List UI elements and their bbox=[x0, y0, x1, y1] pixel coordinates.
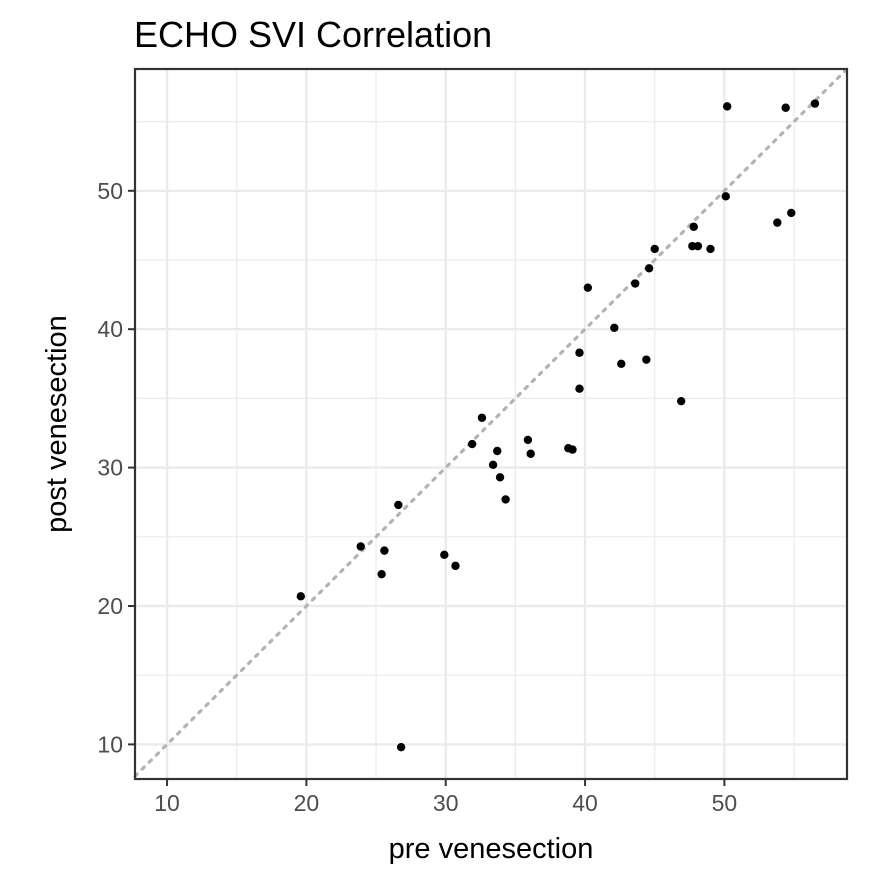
data-point bbox=[722, 102, 732, 111]
data-point bbox=[440, 550, 449, 559]
data-point bbox=[477, 413, 487, 422]
data-point bbox=[377, 569, 386, 579]
data-point bbox=[787, 208, 796, 218]
y-tick-label: 50 bbox=[97, 178, 123, 204]
x-tick-label: 10 bbox=[154, 790, 180, 816]
identity-reference-line bbox=[133, 67, 849, 778]
data-point bbox=[526, 449, 535, 458]
data-point bbox=[644, 264, 654, 273]
data-point bbox=[356, 542, 365, 551]
x-axis-ticks: 10 20 30 40 50 bbox=[154, 779, 737, 816]
y-axis-ticks: 10 20 30 40 50 bbox=[97, 178, 135, 757]
data-point bbox=[689, 222, 698, 231]
data-point bbox=[493, 446, 502, 456]
data-point bbox=[631, 279, 640, 288]
data-point bbox=[296, 592, 306, 601]
data-point bbox=[451, 561, 460, 571]
y-tick-label: 40 bbox=[97, 316, 123, 342]
chart-title: ECHO SVI Correlation bbox=[134, 14, 492, 55]
data-point bbox=[706, 244, 715, 254]
data-point bbox=[676, 396, 686, 406]
data-point bbox=[380, 546, 389, 555]
x-tick-label: 50 bbox=[712, 790, 738, 816]
data-point bbox=[394, 500, 403, 510]
data-point bbox=[721, 192, 730, 201]
data-points bbox=[296, 99, 820, 752]
y-tick-label: 30 bbox=[97, 455, 123, 481]
x-tick-label: 20 bbox=[294, 790, 320, 816]
major-grid bbox=[135, 69, 847, 779]
data-point bbox=[501, 495, 510, 504]
y-tick-label: 10 bbox=[97, 731, 123, 757]
data-point bbox=[488, 460, 498, 470]
data-point bbox=[617, 359, 626, 368]
x-axis-label: pre venesection bbox=[389, 833, 594, 865]
y-tick-label: 20 bbox=[97, 593, 123, 619]
data-point bbox=[523, 435, 533, 445]
data-point bbox=[583, 283, 593, 292]
data-point bbox=[693, 241, 703, 251]
data-point bbox=[396, 742, 406, 752]
data-point bbox=[575, 384, 584, 393]
data-point bbox=[773, 218, 782, 227]
data-point bbox=[810, 99, 820, 108]
data-point bbox=[568, 445, 577, 454]
data-point bbox=[650, 244, 659, 254]
y-axis-label: post venesection bbox=[41, 315, 73, 533]
minor-grid bbox=[135, 69, 847, 779]
data-point bbox=[467, 439, 477, 449]
data-point bbox=[642, 355, 651, 364]
x-tick-label: 30 bbox=[433, 790, 459, 816]
plot-panel-border bbox=[133, 67, 849, 781]
data-point bbox=[781, 103, 790, 112]
x-tick-label: 40 bbox=[572, 790, 598, 816]
data-point bbox=[575, 348, 584, 357]
data-point bbox=[495, 473, 505, 482]
data-point bbox=[610, 323, 619, 333]
